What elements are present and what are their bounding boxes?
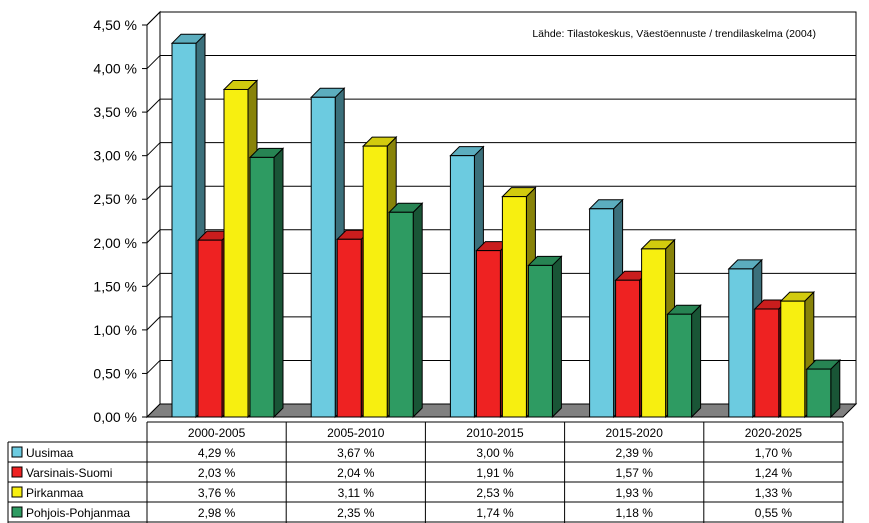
data-value: 1,91 % bbox=[476, 466, 514, 480]
data-value: 1,70 % bbox=[755, 446, 793, 460]
data-value: 2,39 % bbox=[616, 446, 654, 460]
y-tick-label: 4,50 % bbox=[93, 17, 137, 33]
gridline-side bbox=[146, 55, 161, 69]
bar-side bbox=[412, 202, 423, 419]
bar-front bbox=[667, 313, 693, 418]
data-value: 1,57 % bbox=[616, 466, 654, 480]
y-tick-label: 2,50 % bbox=[93, 191, 137, 207]
bar-side bbox=[551, 255, 562, 419]
data-value: 3,76 % bbox=[198, 486, 236, 500]
bar-pohjois-pohjanmaa-2005-2010 bbox=[387, 202, 424, 419]
series-name: Varsinais-Suomi bbox=[26, 466, 112, 480]
data-value: 3,67 % bbox=[337, 446, 375, 460]
bar-front bbox=[780, 300, 806, 418]
legend-swatch bbox=[11, 446, 23, 458]
y-tick-label: 3,50 % bbox=[93, 104, 137, 120]
y-axis: 0,00 % 0,50 % 1,00 % 1,50 % 2,00 % 2,50 % 3,00… bbox=[93, 17, 148, 425]
bar-pohjois-pohjanmaa-2020-2025 bbox=[805, 358, 842, 419]
side-wall bbox=[146, 10, 161, 419]
bar-front bbox=[728, 268, 754, 418]
gridline-side bbox=[146, 98, 161, 113]
bars bbox=[170, 33, 842, 419]
gridline-side bbox=[146, 316, 161, 331]
y-tick-label: 2,00 % bbox=[93, 235, 137, 251]
bar-uusimaa-2020-2025 bbox=[727, 258, 764, 419]
source-note: Lähde: Tilastokeskus, Väestöennuste / tr… bbox=[532, 28, 816, 40]
series-name: Pirkanmaa bbox=[26, 486, 84, 500]
y-tick-label: 1,00 % bbox=[93, 322, 137, 338]
legend-swatch bbox=[11, 486, 23, 498]
bar-front bbox=[527, 264, 553, 418]
bar-front bbox=[310, 96, 336, 418]
data-table: 2000-2005 2005-2010 2010-2015 2015-2020 2020… bbox=[7, 421, 844, 523]
bar-front bbox=[388, 211, 414, 418]
y-tick-label: 4,00 % bbox=[93, 61, 137, 77]
y-tick-label: 3,00 % bbox=[93, 148, 137, 164]
legend-swatch bbox=[11, 506, 23, 518]
series-name: Uusimaa bbox=[26, 446, 74, 460]
data-value: 4,29 % bbox=[198, 446, 236, 460]
data-value: 2,98 % bbox=[198, 506, 236, 520]
bar-front bbox=[615, 279, 641, 418]
data-value: 1,74 % bbox=[476, 506, 514, 520]
data-value: 2,04 % bbox=[337, 466, 375, 480]
category-label: 2000-2005 bbox=[188, 426, 246, 440]
bar-pohjois-pohjanmaa-2015-2020 bbox=[666, 304, 702, 419]
data-value: 1,24 % bbox=[755, 466, 793, 480]
bar-side bbox=[273, 147, 284, 419]
gridline-side bbox=[146, 360, 161, 374]
bar-front bbox=[197, 239, 223, 418]
category-label: 2015-2020 bbox=[606, 426, 664, 440]
series-name: Pohjois-Pohjanmaa bbox=[26, 506, 130, 520]
data-value: 2,35 % bbox=[337, 506, 375, 520]
bar-front bbox=[806, 368, 832, 418]
y-tick-label: 0,50 % bbox=[93, 365, 137, 381]
category-label: 2005-2010 bbox=[327, 426, 385, 440]
data-value: 3,00 % bbox=[476, 446, 514, 460]
bar-front bbox=[223, 88, 249, 418]
bar-pohjois-pohjanmaa-2010-2015 bbox=[527, 255, 563, 419]
data-value: 0,55 % bbox=[755, 506, 793, 520]
bar-front bbox=[449, 155, 475, 418]
data-value: 3,11 % bbox=[338, 486, 375, 500]
gridline-side bbox=[146, 185, 161, 200]
gridline-side bbox=[146, 272, 161, 287]
category-label: 2020-2025 bbox=[745, 426, 803, 440]
bar-front bbox=[249, 156, 275, 418]
gridline-side bbox=[146, 142, 161, 157]
data-value: 2,03 % bbox=[198, 466, 236, 480]
data-value: 1,33 % bbox=[755, 486, 793, 500]
gridline-side bbox=[146, 229, 161, 244]
bar-pohjois-pohjanmaa-2000-2005 bbox=[248, 147, 285, 419]
bar-front bbox=[589, 208, 615, 418]
bar-front bbox=[475, 250, 501, 418]
bar-side bbox=[830, 358, 841, 419]
bar-side bbox=[691, 304, 702, 419]
gridline-side bbox=[146, 11, 161, 26]
data-value: 2,53 % bbox=[476, 486, 514, 500]
category-label: 2010-2015 bbox=[466, 426, 524, 440]
bar-front bbox=[362, 145, 388, 418]
bar-front bbox=[501, 196, 527, 418]
data-value: 1,93 % bbox=[616, 486, 654, 500]
bar-front bbox=[754, 308, 780, 418]
y-tick-label: 0,00 % bbox=[93, 409, 137, 425]
legend-swatch bbox=[11, 466, 23, 478]
data-value: 1,18 % bbox=[616, 506, 654, 520]
bar-front bbox=[641, 248, 667, 418]
bar-front bbox=[171, 42, 197, 418]
bar-front bbox=[336, 238, 362, 418]
y-tick-label: 1,50 % bbox=[93, 278, 137, 294]
